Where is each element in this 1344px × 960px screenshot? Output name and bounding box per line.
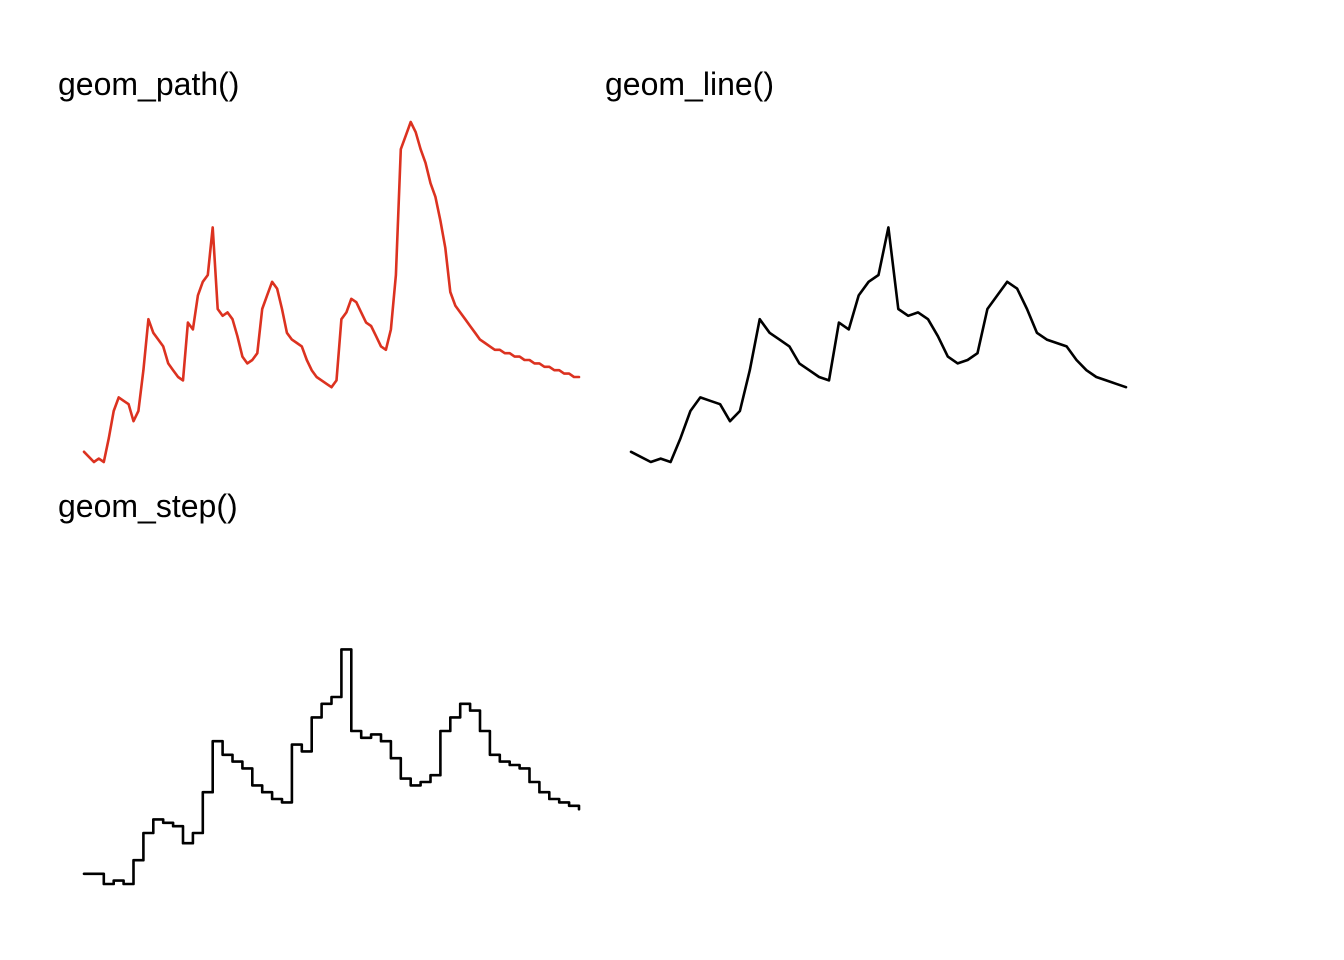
panel-title: geom_path(): [58, 66, 240, 102]
series-line: [629, 226, 1128, 464]
series-line: [82, 648, 581, 886]
panel-title: geom_line(): [605, 66, 774, 102]
panel-title: geom_step(): [58, 488, 238, 524]
series-line: [82, 120, 581, 464]
